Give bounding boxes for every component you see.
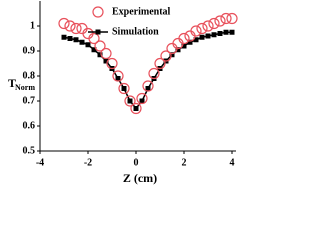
data-point [94, 40, 106, 52]
data-point [145, 86, 151, 91]
y-tick-label: 0.5 [23, 145, 36, 156]
y-tick-label: 0.9 [23, 45, 36, 56]
data-point [133, 106, 139, 111]
data-point [229, 29, 235, 35]
data-point [67, 36, 73, 41]
data-point [121, 86, 127, 91]
data-point [142, 80, 154, 92]
data-point [202, 20, 214, 32]
data-point [127, 98, 133, 104]
legend-marker [92, 6, 104, 18]
data-point [61, 34, 67, 40]
data-point [97, 52, 103, 58]
data-point [136, 92, 148, 105]
y-tick-label: 0.8 [23, 70, 36, 81]
data-point [196, 22, 208, 35]
data-point [193, 37, 199, 43]
data-point [58, 17, 70, 30]
data-point [73, 37, 79, 43]
data-point [64, 20, 76, 32]
legend-label: Simulation [112, 26, 159, 37]
legend-label: Experimental [112, 6, 171, 17]
data-point [208, 17, 220, 30]
data-point [175, 47, 181, 53]
y-axis-label-subscript: Norm [15, 83, 35, 92]
x-tick-label: -2 [84, 157, 92, 168]
data-point [178, 32, 190, 45]
data-point [190, 25, 202, 37]
data-point [160, 50, 172, 62]
data-point [187, 39, 193, 45]
data-point [118, 82, 130, 95]
data-point [112, 70, 124, 82]
data-point [220, 12, 232, 25]
x-tick-label: 2 [182, 157, 187, 168]
data-point [88, 32, 100, 45]
data-point [91, 47, 97, 53]
data-point [211, 32, 217, 38]
data-point [205, 33, 211, 39]
x-axis-label: Z (cm) [123, 171, 157, 185]
data-point [100, 47, 112, 60]
data-point [181, 43, 187, 49]
data-point [217, 31, 223, 36]
data-point [223, 29, 229, 35]
x-tick-label: 0 [134, 157, 139, 168]
data-point [85, 42, 91, 48]
data-point [106, 57, 118, 70]
y-tick-label: 0.6 [23, 120, 36, 131]
data-point [70, 22, 82, 35]
data-point [139, 98, 145, 104]
data-point [226, 12, 238, 25]
data-point [115, 76, 121, 81]
y-tick-label: 1 [30, 20, 35, 31]
data-point [199, 34, 205, 40]
legend-marker [95, 29, 101, 35]
data-point [103, 58, 109, 64]
data-point [124, 95, 136, 107]
y-axis-label: T [8, 76, 16, 90]
data-point [79, 39, 85, 45]
data-point [130, 102, 142, 115]
data-point [214, 15, 226, 27]
data-point [148, 67, 160, 80]
x-tick-label: -4 [36, 157, 44, 168]
x-tick-label: 4 [230, 157, 235, 168]
data-point [154, 57, 166, 70]
chart: Z (cm) T Norm 0.5 0.6 0.7 0.8 0.9 1 -4 -2 0 2 4 Exp… [8, 1, 238, 185]
y-tick-label: 0.7 [23, 95, 36, 106]
data-point [169, 52, 175, 58]
